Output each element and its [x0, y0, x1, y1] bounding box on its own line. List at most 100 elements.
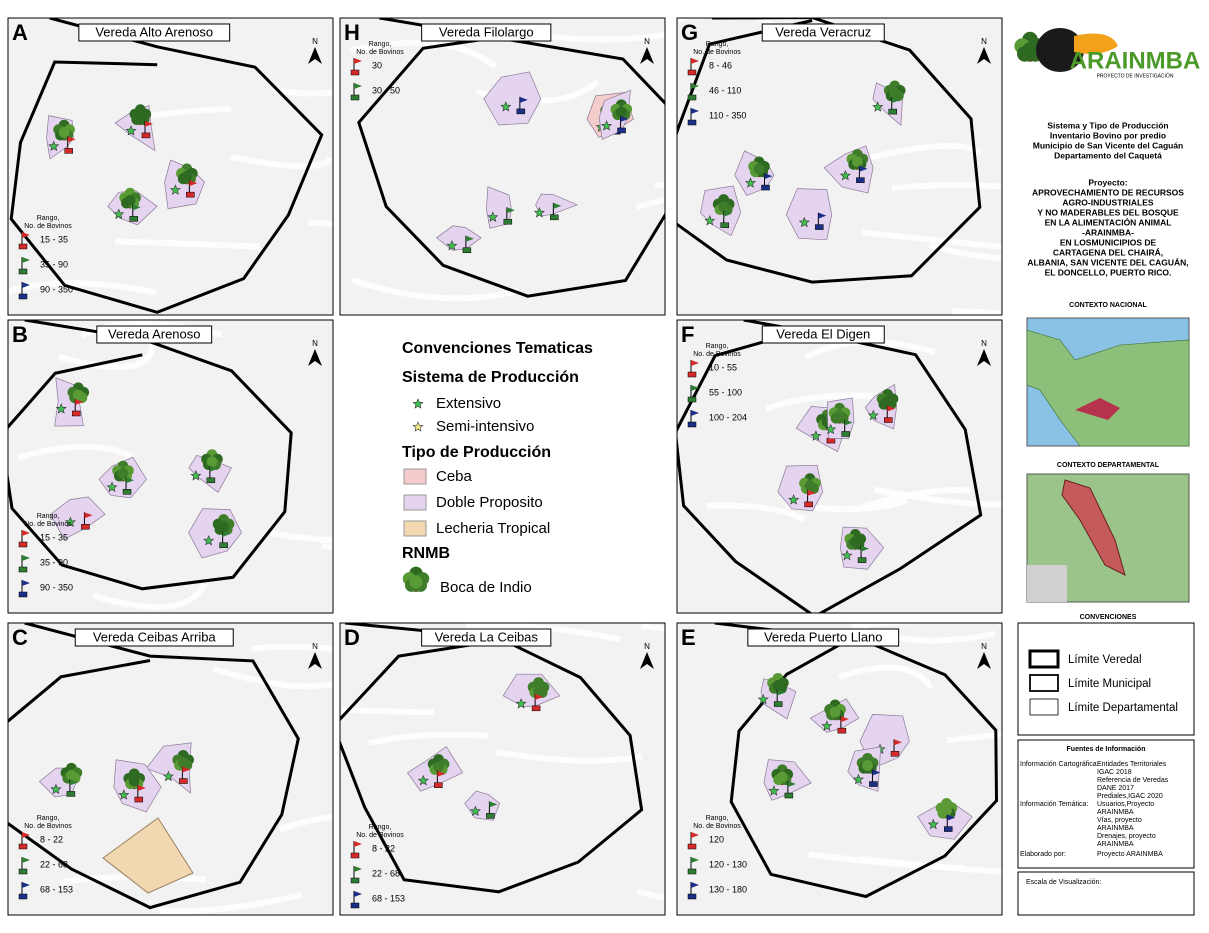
toucan	[1036, 28, 1084, 72]
tree-crown	[218, 521, 229, 533]
panel-title-box	[761, 23, 885, 42]
flag	[465, 235, 474, 242]
legend-swatch	[403, 520, 427, 537]
range-label: 15 - 35	[40, 532, 68, 542]
hillshade	[641, 623, 665, 632]
range-title: Rango,	[369, 41, 392, 48]
hillshade	[270, 530, 333, 544]
flag	[354, 58, 362, 64]
tree-crown	[804, 480, 816, 492]
flag	[69, 779, 78, 786]
production-star	[927, 818, 939, 830]
flag-base	[804, 501, 813, 508]
production-star	[469, 805, 481, 817]
flag-base	[720, 222, 730, 229]
flag	[22, 882, 30, 888]
flag-base	[687, 893, 697, 900]
production-star	[412, 421, 424, 432]
hillshade	[861, 229, 1002, 250]
range-title: Rango,	[706, 41, 729, 48]
project: EL DONCELLO, PUERTO RICO.	[1045, 267, 1172, 277]
flag-base	[134, 796, 144, 803]
north-arrow	[308, 652, 322, 669]
range-title: Rango,	[706, 815, 729, 822]
flag-base	[884, 417, 893, 423]
flag-base	[18, 293, 28, 300]
production-star	[55, 403, 67, 414]
source-item: Vías, proyecto	[1097, 817, 1142, 824]
panel-title-box	[747, 628, 900, 647]
flag-base	[18, 541, 28, 548]
range-label: 30 - 50	[372, 85, 400, 95]
hillshade	[212, 665, 333, 690]
production-star	[417, 774, 429, 786]
map-body	[340, 623, 665, 915]
panel-frame	[676, 17, 1003, 316]
map-panel: B Vereda Arenoso N Rango,No. de Bovinos 15 -…	[7, 319, 334, 614]
project: CARTAGENA DEL CHAIRÁ,	[1053, 247, 1163, 257]
flag-base	[122, 489, 132, 495]
logo: ARAINMBA	[1070, 47, 1201, 74]
flag	[691, 108, 699, 114]
tree-crown	[533, 684, 544, 696]
production-star	[203, 534, 215, 546]
range-label: 110 - 350	[709, 110, 746, 120]
flag	[84, 512, 93, 519]
flag	[22, 282, 30, 288]
tree-crown	[882, 396, 893, 407]
flag-base	[350, 902, 360, 909]
range-label: 10 - 55	[709, 362, 737, 372]
source-item: Referencia de Veredas	[1097, 777, 1169, 784]
flag	[844, 419, 853, 426]
flag	[22, 530, 30, 536]
flag	[354, 866, 362, 872]
range-label: 90 - 350	[40, 582, 73, 592]
tree-crown	[776, 771, 788, 783]
production-star	[48, 140, 60, 152]
hillshade	[307, 219, 333, 228]
tree-crown	[753, 163, 765, 175]
flag	[535, 693, 544, 700]
production-star	[64, 516, 76, 527]
production-star	[162, 770, 174, 782]
range-label: 22 - 68	[40, 859, 68, 869]
flag	[818, 212, 827, 219]
panel-letter: A	[12, 20, 28, 45]
tree-crown	[718, 201, 730, 213]
hillshade	[158, 891, 303, 915]
flag-base	[687, 421, 697, 428]
range-label: 120 - 130	[709, 859, 747, 869]
production-star	[798, 216, 810, 228]
range-title: Rango,	[37, 513, 60, 520]
range-title: No. de Bovinos	[356, 832, 404, 839]
flag-base	[761, 184, 770, 191]
range-label: 22 - 68	[372, 868, 400, 878]
flag	[354, 891, 362, 897]
range-label: 8 - 22	[40, 834, 63, 844]
flag	[764, 173, 773, 180]
range-label: 68 - 153	[40, 884, 73, 894]
hillshade	[951, 308, 1002, 315]
flag-base	[18, 566, 28, 573]
sea	[1027, 565, 1067, 602]
source-item: Drenajes, proyecto	[1097, 833, 1156, 840]
range-label: 35 - 90	[40, 259, 68, 269]
legend-swatch	[403, 468, 427, 485]
production-star	[500, 101, 512, 112]
map-panel: F Vereda El Digen N Rango,No. de Bovinos 10 …	[676, 319, 1003, 614]
map-panel: C Vereda Ceibas Arriba N Rango,No. de Bovin…	[7, 622, 334, 916]
production-star	[839, 169, 851, 181]
project: ALBANIA, SAN VICENTE DEL CAGUÁN,	[1027, 257, 1188, 267]
flag-base	[888, 108, 897, 115]
flag-base	[841, 431, 850, 437]
flag-base	[784, 792, 794, 799]
flag-base	[462, 247, 472, 254]
flag-base	[350, 94, 360, 101]
veredal-limit	[9, 18, 324, 314]
flag-base	[81, 524, 90, 530]
panel-title-box	[421, 628, 552, 647]
source-item: Entidades Territoriales	[1097, 761, 1167, 768]
hillshade	[229, 154, 333, 170]
production-star	[50, 783, 62, 795]
